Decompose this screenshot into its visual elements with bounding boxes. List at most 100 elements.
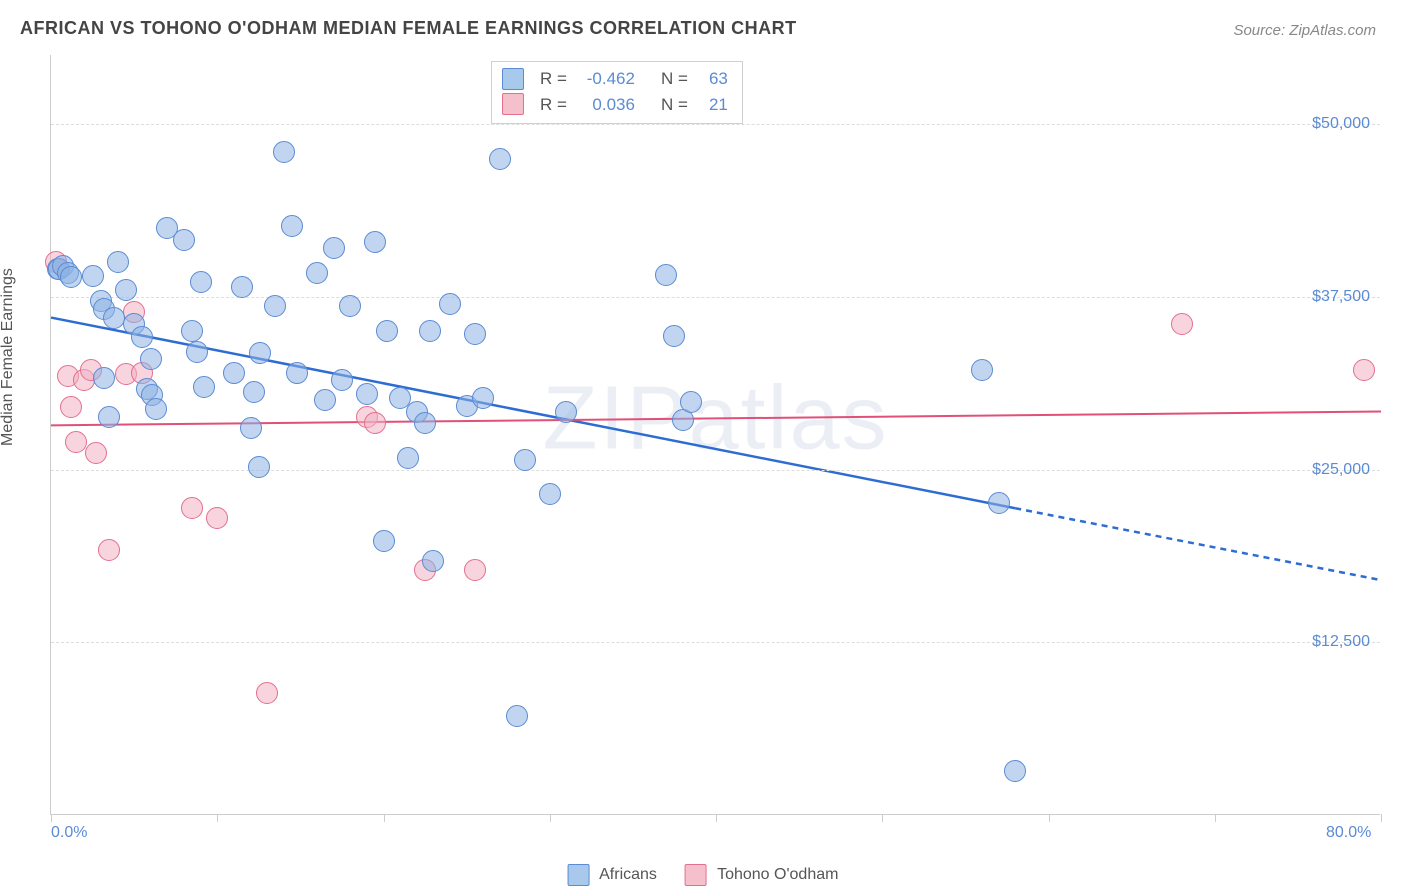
legend-label-africans: Africans [599, 866, 657, 883]
data-point-africans [555, 401, 577, 423]
data-point-africans [140, 348, 162, 370]
data-point-africans [422, 550, 444, 572]
y-tick-label: $25,000 [1312, 461, 1370, 479]
data-point-africans [115, 279, 137, 301]
data-point-africans [314, 389, 336, 411]
legend-swatch-tohono [502, 93, 524, 115]
data-point-tohono [98, 539, 120, 561]
data-point-tohono [1353, 359, 1375, 381]
plot-area: ZIPatlas R = -0.462 N = 63 R = 0.036 N =… [50, 55, 1380, 815]
data-point-africans [223, 362, 245, 384]
data-point-africans [356, 383, 378, 405]
data-point-africans [193, 376, 215, 398]
data-point-africans [107, 251, 129, 273]
data-point-africans [364, 231, 386, 253]
data-point-tohono [60, 396, 82, 418]
data-point-tohono [1171, 313, 1193, 335]
x-tick [1049, 814, 1050, 822]
data-point-africans [181, 320, 203, 342]
data-point-africans [273, 141, 295, 163]
data-point-africans [93, 367, 115, 389]
n-label: N = [661, 66, 688, 92]
data-point-africans [971, 359, 993, 381]
x-min-label: 0.0% [51, 824, 87, 842]
data-point-africans [240, 417, 262, 439]
n-value-tohono: 21 [698, 92, 728, 118]
source-attribution: Source: ZipAtlas.com [1233, 22, 1376, 39]
data-point-africans [419, 320, 441, 342]
data-point-africans [248, 456, 270, 478]
data-point-africans [397, 447, 419, 469]
data-point-tohono [206, 507, 228, 529]
correlation-legend: R = -0.462 N = 63 R = 0.036 N = 21 [491, 61, 743, 124]
data-point-africans [82, 265, 104, 287]
data-point-africans [243, 381, 265, 403]
data-point-africans [186, 341, 208, 363]
legend-label-tohono: Tohono O'odham [717, 866, 838, 883]
data-point-africans [249, 342, 271, 364]
data-point-africans [331, 369, 353, 391]
gridline [51, 124, 1380, 125]
r-value-africans: -0.462 [577, 66, 635, 92]
data-point-africans [506, 705, 528, 727]
data-point-africans [464, 323, 486, 345]
data-point-africans [655, 264, 677, 286]
data-point-tohono [364, 412, 386, 434]
r-label: R = [540, 92, 567, 118]
data-point-africans [988, 492, 1010, 514]
data-point-africans [131, 326, 153, 348]
data-point-africans [173, 229, 195, 251]
chart-title: AFRICAN VS TOHONO O'ODHAM MEDIAN FEMALE … [20, 18, 797, 39]
watermark-text: ZIPatlas [542, 368, 888, 471]
data-point-africans [439, 293, 461, 315]
legend-swatch-tohono [685, 864, 707, 886]
x-tick [550, 814, 551, 822]
data-point-tohono [65, 431, 87, 453]
y-tick-label: $12,500 [1312, 633, 1370, 651]
data-point-tohono [256, 682, 278, 704]
x-tick [1381, 814, 1382, 822]
x-tick [51, 814, 52, 822]
data-point-africans [680, 391, 702, 413]
data-point-africans [339, 295, 361, 317]
data-point-africans [539, 483, 561, 505]
legend-swatch-africans [502, 68, 524, 90]
data-point-tohono [181, 497, 203, 519]
data-point-tohono [464, 559, 486, 581]
data-point-africans [98, 406, 120, 428]
data-point-africans [145, 398, 167, 420]
data-point-africans [376, 320, 398, 342]
data-point-africans [286, 362, 308, 384]
trend-line [1015, 508, 1381, 580]
data-point-africans [1004, 760, 1026, 782]
series-legend: Africans Tohono O'odham [568, 864, 839, 886]
gridline [51, 297, 1380, 298]
n-label: N = [661, 92, 688, 118]
y-tick-label: $50,000 [1312, 115, 1370, 133]
data-point-africans [323, 237, 345, 259]
data-point-africans [414, 412, 436, 434]
x-tick [716, 814, 717, 822]
data-point-africans [281, 215, 303, 237]
y-axis-label: Median Female Earnings [0, 268, 17, 446]
data-point-africans [264, 295, 286, 317]
data-point-africans [103, 307, 125, 329]
x-max-label: 80.0% [1326, 824, 1371, 842]
legend-row-tohono: R = 0.036 N = 21 [502, 92, 728, 118]
x-tick [882, 814, 883, 822]
legend-row-africans: R = -0.462 N = 63 [502, 66, 728, 92]
data-point-africans [489, 148, 511, 170]
n-value-africans: 63 [698, 66, 728, 92]
data-point-tohono [85, 442, 107, 464]
r-label: R = [540, 66, 567, 92]
x-tick [217, 814, 218, 822]
data-point-africans [190, 271, 212, 293]
y-tick-label: $37,500 [1312, 288, 1370, 306]
x-tick [1215, 814, 1216, 822]
r-value-tohono: 0.036 [577, 92, 635, 118]
data-point-africans [514, 449, 536, 471]
legend-item-africans: Africans [568, 864, 657, 886]
legend-swatch-africans [568, 864, 590, 886]
data-point-africans [663, 325, 685, 347]
data-point-africans [373, 530, 395, 552]
